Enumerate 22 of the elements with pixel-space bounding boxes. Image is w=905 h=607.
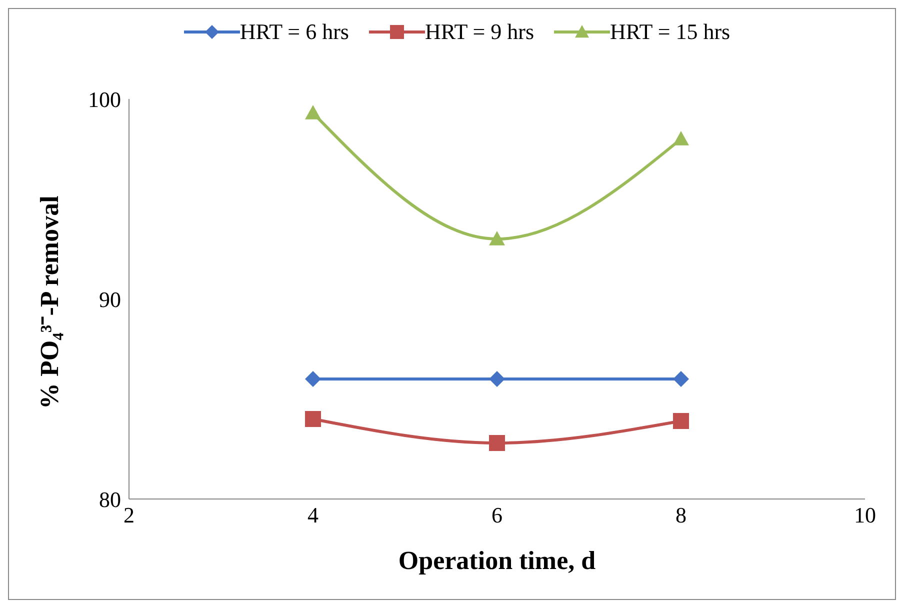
x-tick-label: 10 xyxy=(854,502,876,528)
point xyxy=(673,413,689,429)
y-axis-title: % PO₄³⁻-P removal xyxy=(35,196,64,409)
x-tick-label: 8 xyxy=(676,502,686,528)
point xyxy=(673,371,689,387)
x-tick-label: 4 xyxy=(308,502,318,528)
x-axis-title: Operation time, d xyxy=(398,546,596,575)
point xyxy=(489,231,505,246)
legend-label: HRT = 9 hrs xyxy=(424,19,534,45)
legend-label: HRT = 6 hrs xyxy=(240,19,349,45)
y-tick-label: 100 xyxy=(88,86,121,112)
x-tick-label: 6 xyxy=(492,502,502,528)
x-tick-label: 2 xyxy=(124,502,134,528)
point xyxy=(489,371,505,387)
y-tick-label: 80 xyxy=(99,486,121,512)
legend-label: HRT = 15 hrs xyxy=(610,19,730,45)
point xyxy=(489,435,505,451)
point xyxy=(305,105,321,120)
point xyxy=(305,371,321,387)
point xyxy=(305,411,321,427)
y-tick-label: 90 xyxy=(99,286,121,312)
point xyxy=(673,131,689,146)
